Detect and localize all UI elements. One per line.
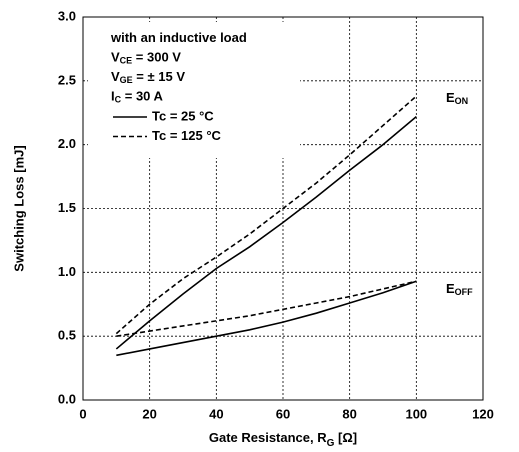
condition-rest: = 300 V xyxy=(132,50,181,65)
x-axis-title-main: Gate Resistance, R xyxy=(209,430,327,445)
y-tick-label: 3.0 xyxy=(58,8,76,23)
condition-main: with an inductive load xyxy=(110,30,247,45)
curve-label-main: E xyxy=(446,281,455,296)
condition: VGE = ± 15 V xyxy=(111,69,185,85)
condition-main: V xyxy=(111,69,120,84)
x-tick-label: 100 xyxy=(405,406,427,421)
curve-label: EON xyxy=(446,90,468,106)
legend-box xyxy=(88,22,300,158)
y-tick-label: 2.0 xyxy=(58,136,76,151)
curve-label-main: E xyxy=(446,90,455,105)
y-tick-label: 1.5 xyxy=(58,200,76,215)
condition-main: I xyxy=(111,89,115,104)
series-line xyxy=(115,95,417,335)
series-line xyxy=(116,280,417,357)
condition-sub: CE xyxy=(120,56,133,66)
condition-sub: GE xyxy=(120,75,133,85)
x-tick-label: 60 xyxy=(276,406,290,421)
plot-frame xyxy=(82,16,484,401)
condition-sub: C xyxy=(115,95,122,105)
y-tick-label: 1.0 xyxy=(58,264,76,279)
y-tick-label: 0.0 xyxy=(58,391,76,406)
series-line xyxy=(115,115,417,350)
x-axis-title-sub: G xyxy=(327,438,335,449)
x-tick-label: 40 xyxy=(209,406,223,421)
curve-label-sub: ON xyxy=(455,96,469,106)
curve-label: EOFF xyxy=(446,281,473,297)
x-tick-label: 20 xyxy=(142,406,156,421)
legend-label: Tc = 125 °C xyxy=(152,128,222,143)
condition-rest: = ± 15 V xyxy=(133,69,186,84)
legend-label: Tc = 25 °C xyxy=(152,108,214,123)
condition-main: V xyxy=(111,50,120,65)
x-axis-title: Gate Resistance, RG [Ω] xyxy=(209,430,357,448)
y-tick-label: 0.5 xyxy=(58,328,76,343)
x-axis-title-rest: [Ω] xyxy=(334,430,357,445)
x-tick-label: 0 xyxy=(79,406,86,421)
series-line xyxy=(116,280,417,337)
condition: with an inductive load xyxy=(110,30,247,45)
y-tick-label: 2.5 xyxy=(58,72,76,87)
condition: IC = 30 A xyxy=(111,89,164,105)
y-axis-title: Switching Loss [mJ] xyxy=(11,145,26,271)
condition: VCE = 300 V xyxy=(111,50,181,66)
x-tick-label: 80 xyxy=(342,406,356,421)
curve-label-sub: OFF xyxy=(455,287,473,297)
condition-rest: = 30 A xyxy=(121,89,163,104)
x-tick-label: 120 xyxy=(472,406,494,421)
